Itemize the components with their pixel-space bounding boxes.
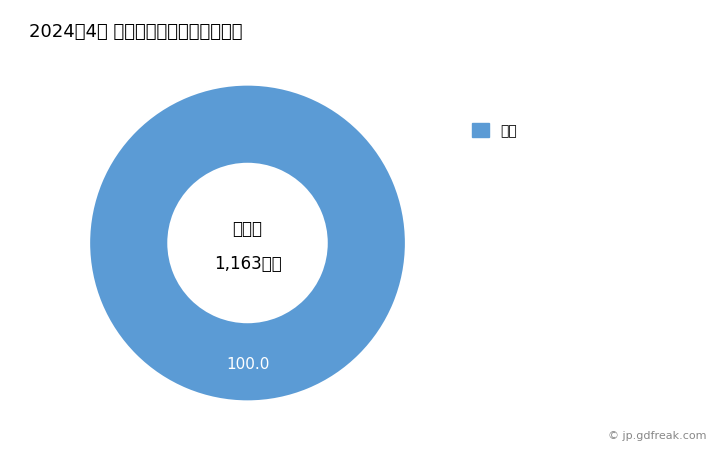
Text: 総　額: 総 額 (232, 220, 263, 238)
Text: 2024年4月 輸出相手国のシェア（％）: 2024年4月 輸出相手国のシェア（％） (29, 22, 242, 40)
Text: 100.0: 100.0 (226, 357, 269, 373)
Text: © jp.gdfreak.com: © jp.gdfreak.com (608, 431, 706, 441)
Wedge shape (89, 85, 406, 401)
Legend: 台湾: 台湾 (472, 123, 517, 138)
Text: 1,163万円: 1,163万円 (213, 255, 282, 273)
